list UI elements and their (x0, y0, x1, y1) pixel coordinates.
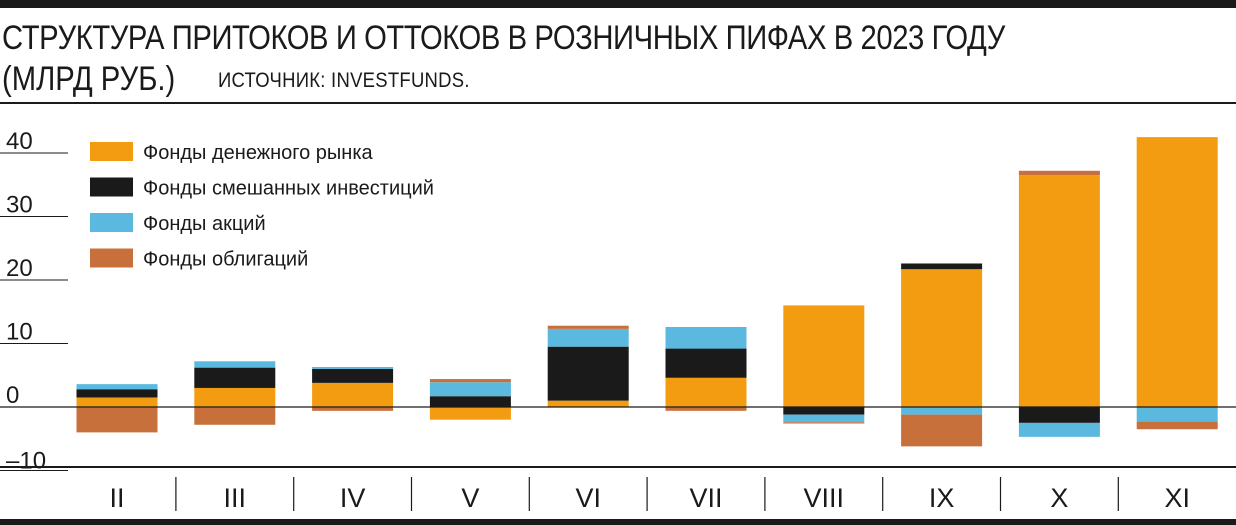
y-tick-label: 20 (6, 255, 33, 282)
x-tick-label: X (1050, 483, 1068, 513)
bar-segment (194, 367, 276, 388)
chart-title: СТРУКТУРА ПРИТОКОВ И ОТТОКОВ В РОЗНИЧНЫХ… (2, 19, 1005, 57)
bar-segment (901, 407, 983, 415)
y-tick-label: 40 (6, 128, 33, 155)
bar-segment (1018, 422, 1100, 437)
x-tick-label: II (109, 483, 124, 513)
x-tick-label: IV (340, 483, 366, 513)
bar-segment (1136, 407, 1218, 422)
legend-label: Фонды акций (143, 213, 266, 235)
y-tick-label: 10 (6, 319, 33, 346)
top-rule (0, 0, 1236, 8)
bar-segment (76, 389, 158, 398)
bar-segment (783, 414, 865, 423)
bar-segment (76, 397, 158, 407)
bar-segment (547, 325, 629, 329)
bar-segment (194, 407, 276, 425)
x-tick-label: VII (689, 483, 722, 513)
legend-label: Фонды облигаций (143, 249, 308, 271)
bar-segment (665, 348, 747, 378)
bar-segment (547, 346, 629, 401)
y-tick-label: 30 (6, 192, 33, 219)
y-tick-label: –10 (6, 448, 46, 475)
x-tick-label: VIII (804, 483, 845, 513)
x-tick-label: III (224, 483, 247, 513)
bar-segment (901, 269, 983, 407)
bar-segment (901, 414, 983, 447)
chart-source: ИСТОЧНИК: INVESTFUNDS. (218, 69, 470, 92)
x-tick-label: IX (929, 483, 955, 513)
bar-segment (312, 366, 394, 369)
bar-segment (901, 263, 983, 270)
bar-segment (547, 328, 629, 347)
bar-segment (194, 361, 276, 368)
y-tick-label: 0 (6, 382, 19, 409)
bar-segment (76, 407, 158, 433)
bar-segment (1136, 421, 1218, 430)
bar-segment (429, 379, 511, 383)
bar-segment (194, 387, 276, 407)
legend-label: Фонды денежного рынка (143, 142, 374, 164)
bar-segment (783, 407, 865, 415)
bar-segment (76, 384, 158, 390)
bar-segment (1018, 407, 1100, 423)
bar-segment (665, 407, 747, 411)
bar-segment (429, 396, 511, 407)
bar-segment (312, 368, 394, 383)
bar-segment (429, 407, 511, 420)
bar-segment (783, 305, 865, 407)
bar-segment (312, 382, 394, 407)
bar-segment (1136, 137, 1218, 407)
bar-segment (312, 407, 394, 411)
bar-segment (665, 326, 747, 349)
legend-swatch (90, 213, 133, 232)
legend-swatch (90, 177, 133, 197)
x-tick-label: XI (1164, 483, 1190, 513)
bottom-rule (0, 519, 1236, 525)
bar-segment (1018, 170, 1100, 176)
bar-segment (1018, 175, 1100, 407)
bar-segment (547, 400, 629, 407)
legend-swatch (90, 248, 133, 268)
legend-label: Фонды смешанных инвестиций (143, 178, 434, 200)
chart-title-unit: (МЛРД РУБ.) (2, 60, 176, 98)
title-rule (0, 102, 1236, 104)
bar-segment (429, 382, 511, 397)
bar-segment (665, 377, 747, 407)
x-tick-label: VI (575, 483, 601, 513)
legend-swatch (90, 142, 133, 161)
bar-segment (783, 422, 865, 424)
x-tick-label: V (461, 483, 479, 513)
